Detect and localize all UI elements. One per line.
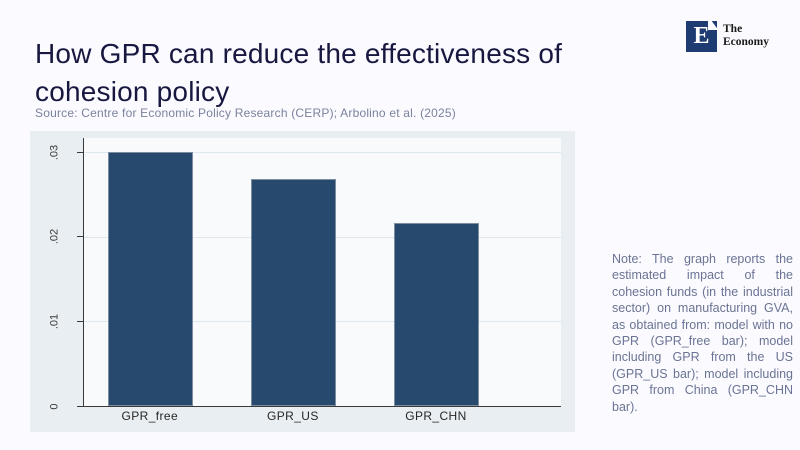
brand-logo: E The Economy (686, 21, 769, 52)
logo-notch (708, 21, 717, 30)
page-title-line1: How GPR can reduce the effectiveness of (35, 37, 563, 69)
y-axis-tick-label: .01 (48, 313, 61, 330)
note-text: Note: The graph reports the estimated im… (612, 252, 793, 414)
y-axis-tick-label: 0 (48, 402, 61, 410)
y-axis-tick-label: .03 (48, 144, 61, 161)
x-axis-label: GPR_US (267, 409, 319, 423)
page-title: How GPR can reduce the effectiveness of c… (35, 35, 665, 111)
bar-GPR_US (251, 178, 337, 406)
brand-name-line2: Economy (723, 35, 769, 48)
plot-area: 0 .01 .02 .03 (49, 138, 561, 409)
brand-name: The Economy (723, 23, 769, 48)
y-axis-tick (77, 405, 84, 407)
y-axis-tick-label: .02 (48, 229, 61, 245)
y-axis-tick (77, 320, 84, 322)
y-axis-tick (77, 236, 84, 238)
bar-GPR_free (108, 152, 194, 406)
page-title-line2: cohesion policy (35, 75, 230, 107)
chart-panel: 0 .01 .02 .03 GPR_free GPR_US GPR_CHN (30, 131, 575, 432)
source-caption: Source: Centre for Economic Policy Resea… (35, 106, 456, 120)
logo-letter: E (693, 23, 710, 49)
brand-name-line1: The (723, 23, 743, 35)
logo-mark-icon: E (686, 21, 717, 52)
y-gridline (84, 152, 561, 154)
x-axis-label: GPR_CHN (405, 409, 467, 423)
bar-GPR_CHN (394, 223, 480, 406)
x-axis-label: GPR_free (121, 409, 179, 423)
y-axis-tick (77, 151, 84, 153)
